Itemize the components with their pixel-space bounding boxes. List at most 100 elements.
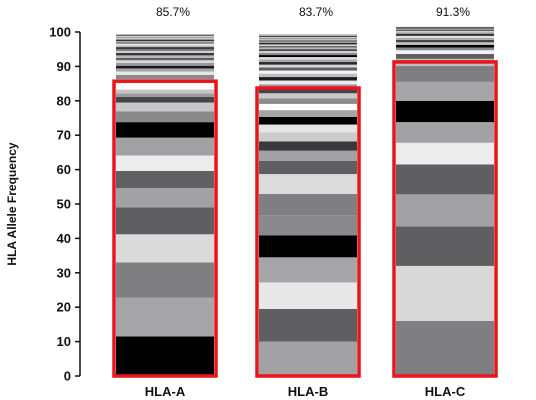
- y-tick-label: 0: [64, 369, 71, 384]
- bar-segment: [396, 34, 494, 36]
- highlight-box-hla-b: [255, 86, 361, 378]
- bar-segment: [259, 235, 357, 258]
- bar-segment: [396, 30, 494, 33]
- bar-segment: [396, 226, 494, 266]
- bar-segment: [116, 297, 214, 337]
- bar-segment: [259, 132, 357, 142]
- y-tick-label: 80: [57, 93, 71, 108]
- bar-segment: [259, 116, 357, 125]
- highlight-boxes: [112, 60, 498, 378]
- bar-segment: [259, 110, 357, 117]
- x-tick-label-hla-c: HLA-C: [425, 384, 466, 399]
- bar-segment: [396, 194, 494, 227]
- x-tick-label-hla-b: HLA-B: [288, 384, 328, 399]
- y-tick-label: 100: [49, 25, 71, 40]
- bar-segment: [259, 70, 357, 74]
- highlight-box-hla-a: [112, 79, 218, 378]
- bar-segment: [396, 54, 494, 59]
- bar-segment: [116, 188, 214, 208]
- bar-segment: [259, 141, 357, 151]
- bar-segment: [259, 45, 357, 48]
- bar-segment: [116, 336, 214, 376]
- bar-segment: [396, 27, 494, 29]
- bar-segment: [259, 41, 357, 44]
- bar-stack-hla-c: [396, 26, 494, 376]
- bar-segment: [259, 103, 357, 111]
- y-tick-label: 50: [57, 197, 71, 212]
- bar-segment: [259, 43, 357, 45]
- bar-segment: [396, 39, 494, 43]
- bar-segment: [396, 44, 494, 48]
- bar-segment: [259, 64, 357, 68]
- bar-segment: [116, 36, 214, 38]
- bar-segment: [259, 47, 357, 50]
- bar-segment: [396, 35, 494, 38]
- bar-segment: [116, 60, 214, 63]
- bar-segment: [116, 83, 214, 90]
- bar-segment: [116, 39, 214, 41]
- y-tick-label: 20: [57, 300, 71, 315]
- bar-segment: [116, 75, 214, 80]
- bar-segment: [116, 35, 214, 37]
- bar-segment: [116, 42, 214, 44]
- percent-label-hla-b: 83.7%: [299, 5, 333, 19]
- y-tick-label: 90: [57, 59, 71, 74]
- bar-segment: [396, 26, 494, 28]
- bar-segment: [116, 48, 214, 51]
- bar-segment: [116, 34, 214, 36]
- bar-segment: [116, 89, 214, 94]
- bar-segment: [259, 52, 357, 56]
- highlight-box-hla-c: [392, 60, 498, 378]
- bar-segment: [396, 47, 494, 51]
- bar-segment: [116, 55, 214, 58]
- bar-segment: [259, 55, 357, 58]
- bar-segment: [259, 36, 357, 38]
- bar-segment: [396, 122, 494, 143]
- bar-segment: [116, 97, 214, 103]
- bar-segment: [259, 174, 357, 195]
- bars-layer: [116, 26, 494, 376]
- bar-segment: [116, 57, 214, 61]
- bar-segment: [259, 77, 357, 81]
- bar-segment: [259, 39, 357, 41]
- bar-segment: [259, 34, 357, 36]
- bar-segment: [259, 282, 357, 309]
- bar-segment: [116, 111, 214, 123]
- bar-segment: [396, 37, 494, 40]
- bar-segment: [116, 155, 214, 171]
- bar-segment: [116, 50, 214, 53]
- bar-segment: [116, 93, 214, 98]
- x-tick-label-hla-a: HLA-A: [145, 384, 186, 399]
- bar-segment: [116, 71, 214, 75]
- percent-label-hla-a: 85.7%: [156, 5, 190, 19]
- bar-segment: [259, 59, 357, 62]
- bar-segment: [116, 122, 214, 138]
- bar-segment: [116, 170, 214, 189]
- bar-segment: [259, 50, 357, 53]
- y-tick-label: 70: [57, 128, 71, 143]
- bar-segment: [116, 40, 214, 43]
- bar-segment: [259, 215, 357, 236]
- bar-segment: [259, 124, 357, 133]
- bar-segment: [259, 40, 357, 42]
- bar-segment: [116, 47, 214, 49]
- bar-segment: [259, 194, 357, 216]
- bar-segment: [259, 80, 357, 85]
- bar-segment: [116, 45, 214, 48]
- bar-segment: [116, 207, 214, 235]
- bar-segment: [396, 265, 494, 321]
- labels-layer: 85.7% 83.7% 91.3% HLA-A HLA-B HLA-C: [145, 5, 471, 399]
- bar-segment: [396, 32, 494, 35]
- bar-segment: [259, 150, 357, 161]
- bar-segment: [116, 234, 214, 263]
- bar-stack-hla-b: [259, 34, 357, 376]
- bar-segment: [259, 38, 357, 40]
- bar-segment: [259, 341, 357, 376]
- bar-segment: [259, 308, 357, 342]
- bar-segment: [116, 65, 214, 69]
- y-tick-label: 10: [57, 334, 71, 349]
- bar-segment: [396, 81, 494, 101]
- bar-segment: [116, 68, 214, 72]
